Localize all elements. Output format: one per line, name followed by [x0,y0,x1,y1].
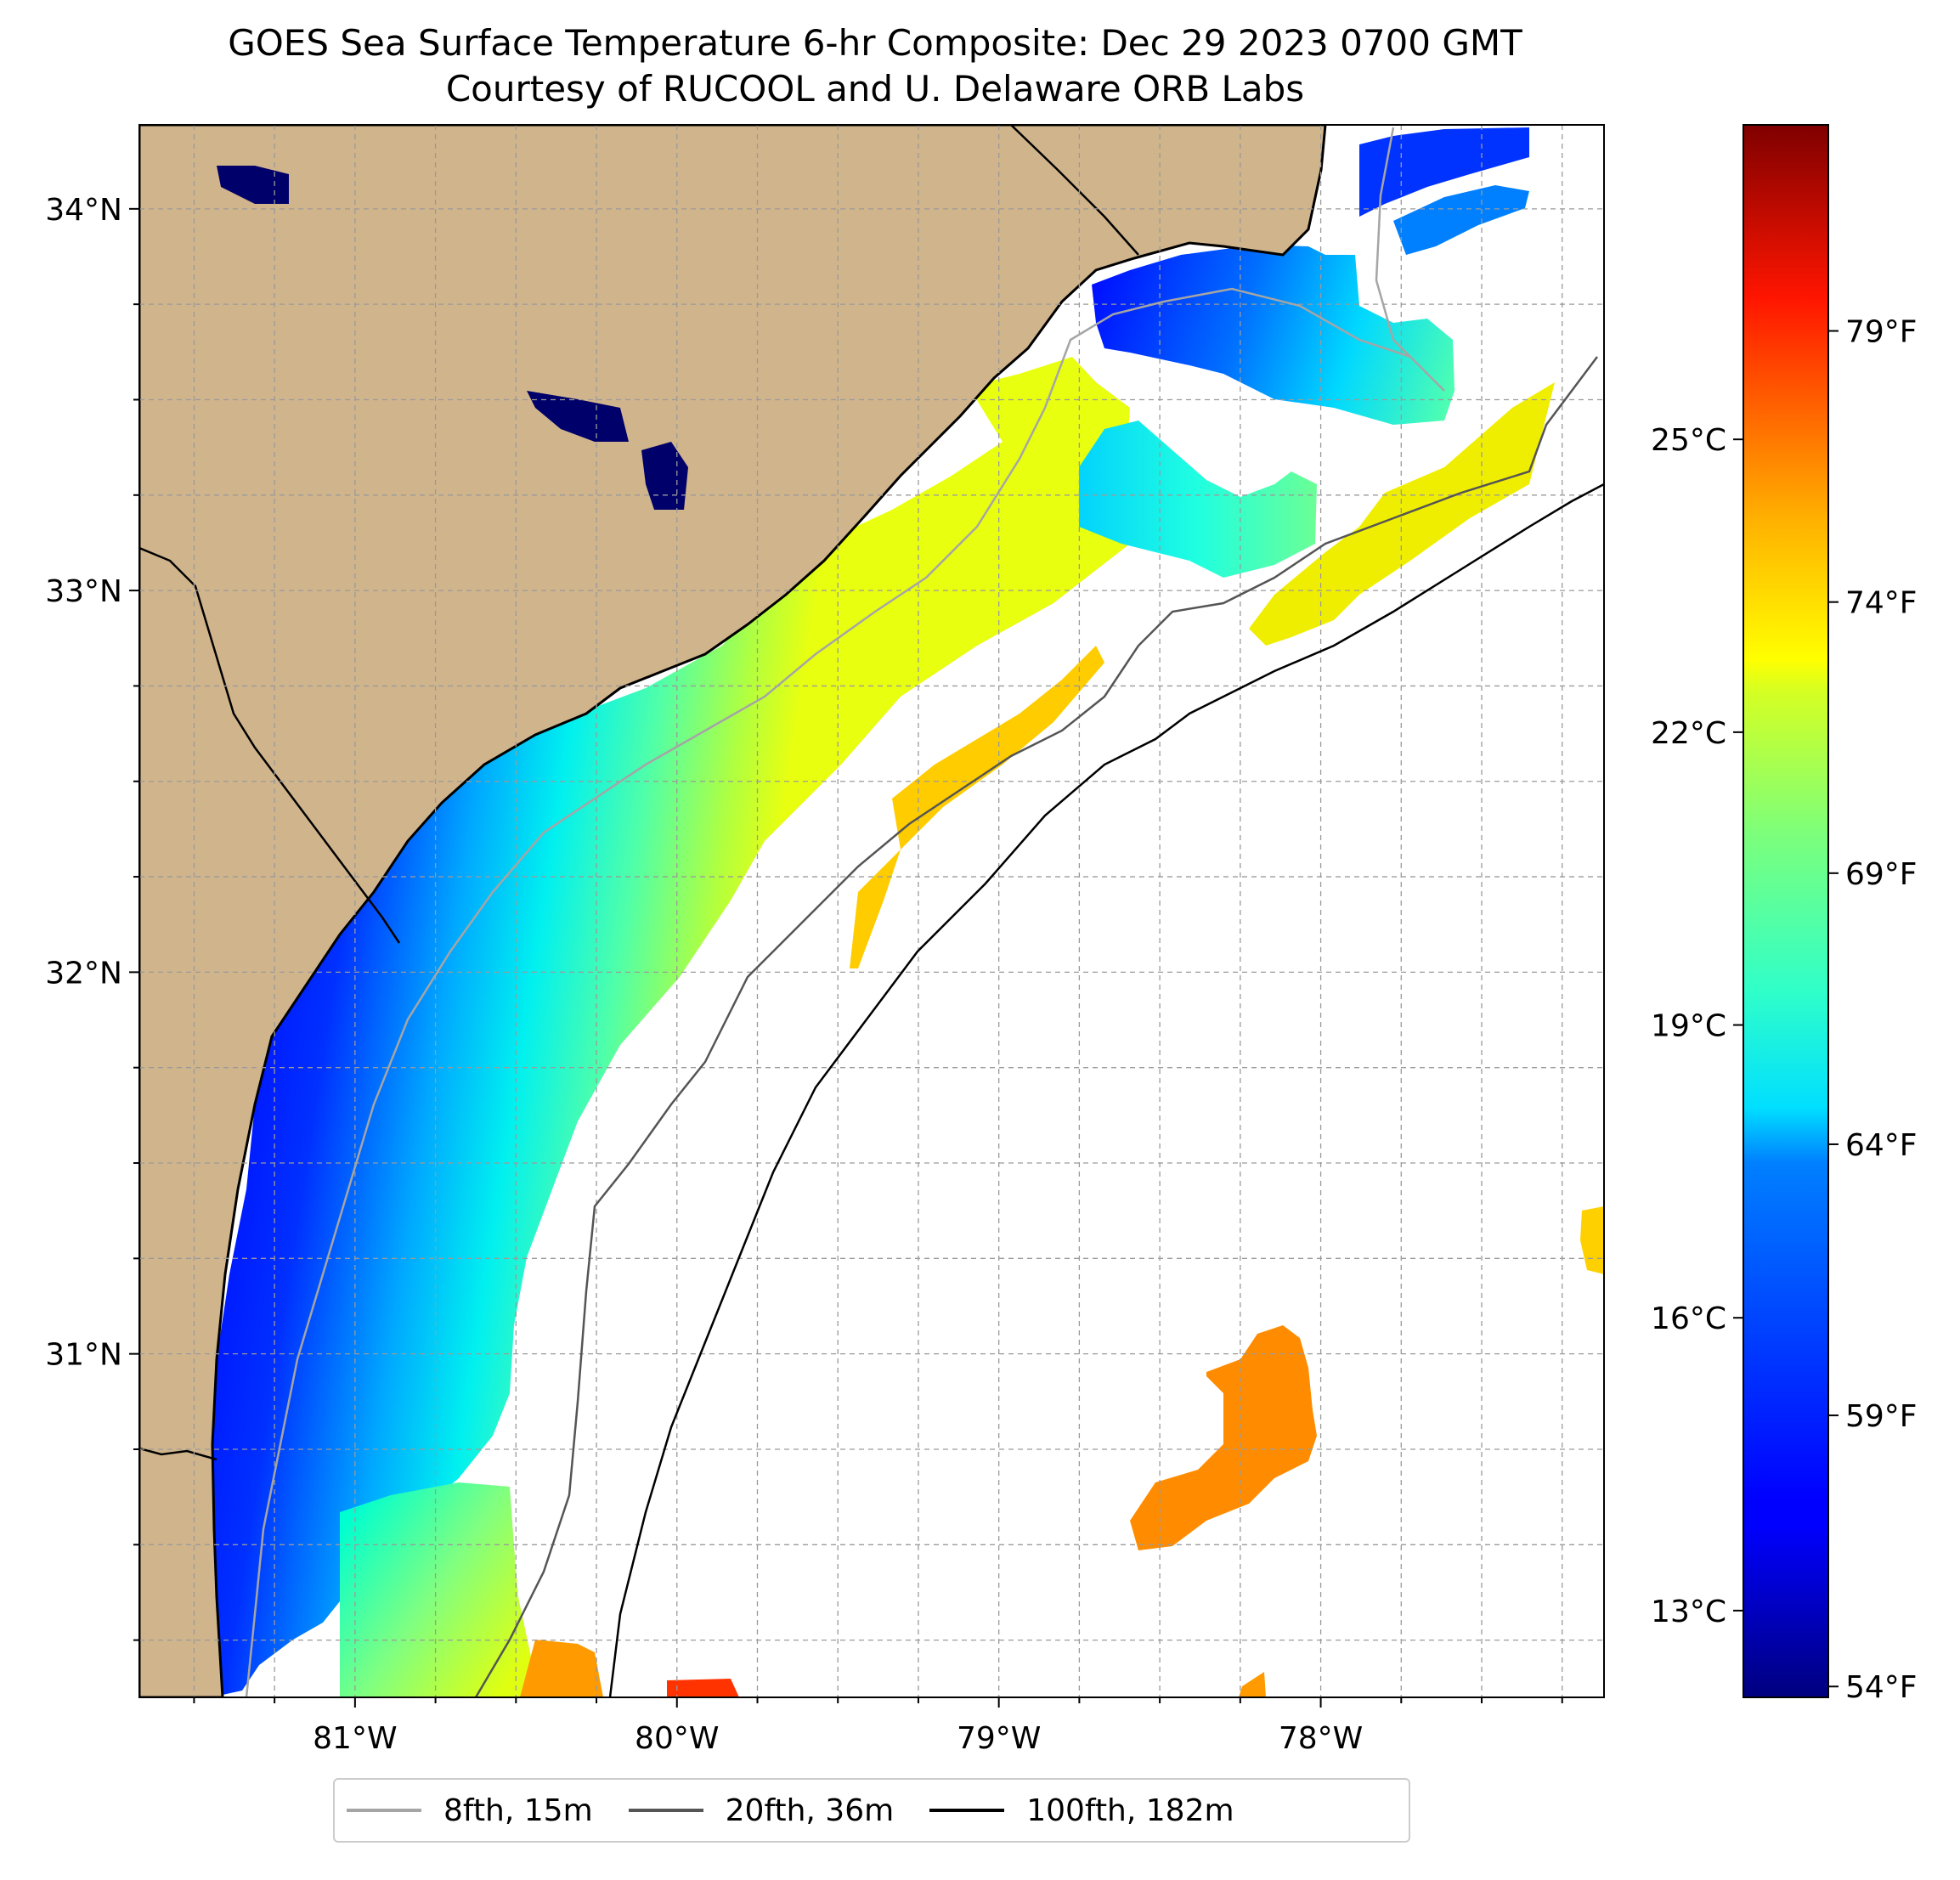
legend-label: 100fth, 182m [1026,1792,1234,1828]
sst-map-figure: 81°W 80°W 79°W 78°W 34°N 33°N 32°N 31°N 54°F 59°… [45,124,1918,1756]
lat-tick-label: 32°N [45,956,122,991]
inland-lake [527,391,629,442]
sst-warm-streak [850,646,1104,968]
sst-south-patch [340,1482,535,1697]
isobath-8fth [245,127,1445,1697]
colorbar-c-label: 25°C [1651,423,1726,458]
colorbar-f-label: 59°F [1845,1399,1918,1434]
bathymetry-layer [245,127,1604,1697]
map-title: GOES Sea Surface Temperature 6-hr Compos… [228,22,1522,64]
legend-item-100fth: 100fth, 182m [929,1793,1234,1828]
grid-layer [139,125,1604,1697]
colorbar-f-label: 74°F [1845,586,1918,621]
sst-east-edge-patch [1580,1206,1604,1274]
sst-red-patch [667,1679,739,1697]
sst-north-patch [1092,245,1454,425]
lon-tick-label: 80°W [635,1721,719,1756]
sst-northeast-patch [1359,127,1529,217]
lon-tick-label: 81°W [313,1721,397,1756]
lat-tick-label: 34°N [45,193,122,228]
legend-line-20fth [628,1809,703,1812]
colorbar-c-label: 19°C [1651,1009,1726,1044]
state-border-north [1010,125,1139,256]
legend-item-20fth: 20fth, 36m [628,1792,895,1828]
legend-label: 8fth, 15m [443,1792,593,1828]
sst-offshore-eddy [1130,1325,1317,1550]
colorbar [1743,124,1829,1698]
state-border-south [139,1447,217,1461]
isobath-20fth [474,356,1598,1697]
lat-tick-label: 33°N [45,574,122,609]
sst-southeast-patch [1239,1672,1266,1697]
sst-layer [211,127,1604,1697]
map-axes: 81°W 80°W 79°W 78°W 34°N 33°N 32°N 31°N [45,193,1563,1756]
inland-lake [217,166,289,204]
colorbar-c-label: 16°C [1651,1301,1726,1336]
legend-label: 20fth, 36m [725,1792,895,1828]
colorbar-f-label: 69°F [1845,857,1918,892]
colorbar-f-label: 64°F [1845,1128,1918,1163]
lon-tick-label: 79°W [957,1721,1041,1756]
state-border [139,546,401,944]
colorbar-axes: 54°F 59°F 64°F 69°F 74°F 79°F 13°C 16°C 19°C 22°C… [1651,315,1917,1706]
colorbar-f-label: 79°F [1845,315,1918,350]
sst-shelf-field [211,357,1130,1695]
map-frame [138,124,1605,1698]
colorbar-c-label: 22°C [1651,716,1726,751]
lat-tick-label: 31°N [45,1338,122,1373]
legend-line-100fth [929,1809,1005,1812]
legend-item-8fth: 8fth, 15m [347,1793,593,1828]
lon-tick-label: 78°W [1279,1721,1363,1756]
sst-mid-patch [1079,421,1317,578]
isobath-legend: 8fth, 15m 20fth, 36m 100fth, 182m [333,1778,1410,1843]
colorbar-f-label: 54°F [1845,1670,1918,1705]
isobath-100fth [608,483,1604,1697]
map-subtitle: Courtesy of RUCOOL and U. Delaware ORB L… [445,68,1305,110]
legend-line-8fth [347,1809,421,1812]
sst-northeast-strip [1393,185,1529,255]
colorbar-c-label: 13°C [1651,1595,1726,1629]
sst-warm-patch-south [520,1640,603,1697]
